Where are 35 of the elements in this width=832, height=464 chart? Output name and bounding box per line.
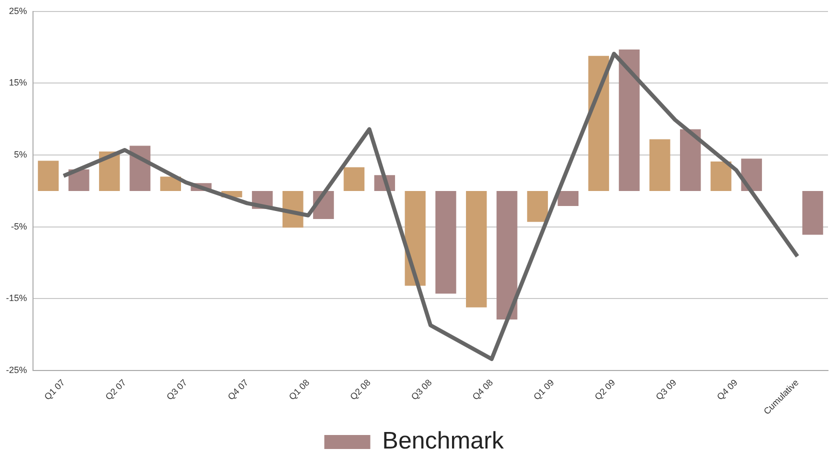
bar: [466, 190, 487, 308]
x-tick-label: Q1 08: [286, 377, 312, 402]
bar: [680, 129, 701, 191]
bar: [588, 56, 610, 191]
y-tick-label: 5%: [14, 150, 28, 160]
bar: [618, 49, 640, 191]
x-tick-label: Q2 09: [592, 377, 618, 402]
y-tick-label: 15%: [8, 78, 28, 88]
bar: [435, 190, 456, 294]
legend-label: Benchmark: [382, 428, 505, 455]
x-tick-label: Q4 08: [470, 377, 495, 402]
x-tick-label: Q3 07: [164, 377, 190, 402]
x-tick-label: Q1 07: [42, 377, 67, 402]
x-tick-label: Q3 08: [409, 377, 434, 402]
bar: [68, 169, 90, 191]
bar: [38, 160, 59, 191]
bar: [404, 190, 426, 286]
bar: [496, 190, 518, 320]
x-tick-label: Q2 08: [348, 377, 373, 402]
bar: [649, 139, 670, 191]
x-tick-label: Q4 09: [715, 377, 740, 402]
x-tick-label: Q1 09: [532, 377, 556, 402]
bar: [710, 162, 732, 191]
x-tick-label: Q2 07: [103, 377, 128, 402]
bar: [558, 190, 578, 206]
bar: [802, 190, 824, 235]
bar: [160, 176, 181, 191]
y-tick-label: 25%: [8, 6, 28, 16]
x-tick-label: Q4 07: [226, 377, 250, 402]
y-tick-label: -15%: [6, 293, 28, 304]
bar: [527, 190, 548, 222]
y-tick-label: -5%: [10, 221, 28, 232]
bar: [344, 167, 364, 191]
x-tick-label: Q3 09: [654, 377, 678, 402]
y-tick-label: -25%: [6, 365, 28, 376]
